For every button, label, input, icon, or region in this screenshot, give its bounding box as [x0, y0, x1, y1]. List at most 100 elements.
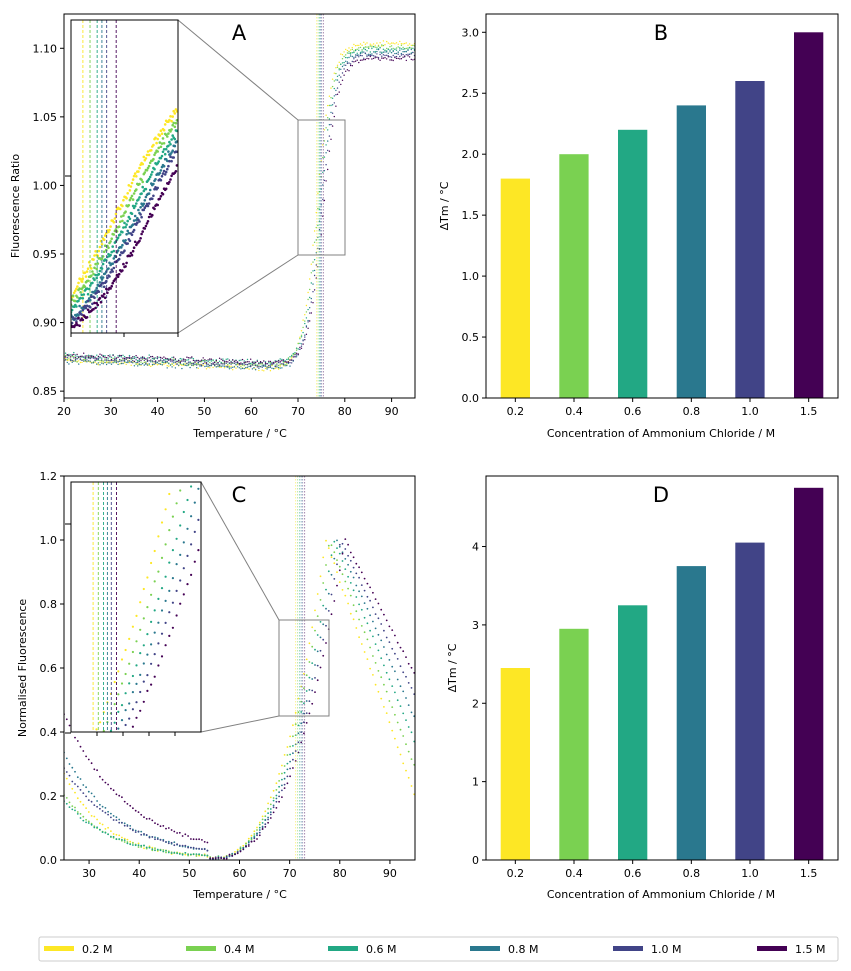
data-point: [150, 361, 152, 363]
data-point: [305, 722, 308, 724]
data-point: [382, 48, 385, 50]
data-point: [135, 359, 137, 361]
data-point: [348, 52, 350, 54]
y-tick-label: 0.2: [40, 790, 58, 803]
data-point: [390, 52, 393, 54]
inset-point: [120, 246, 123, 249]
inset-point: [131, 674, 134, 678]
data-point: [322, 144, 324, 146]
inset-point: [132, 246, 136, 249]
data-point: [87, 354, 90, 356]
data-point: [254, 363, 257, 365]
inset-point: [146, 633, 149, 636]
data-point: [322, 654, 325, 657]
data-point: [245, 845, 247, 848]
data-point: [194, 361, 196, 363]
data-point: [107, 810, 109, 813]
data-point: [190, 846, 192, 849]
data-point: [225, 857, 228, 860]
x-tick: 40: [132, 860, 146, 880]
inset-point: [172, 121, 175, 125]
inset-series: [117, 487, 200, 730]
data-point: [114, 356, 116, 358]
data-point: [277, 360, 280, 362]
data-point: [73, 353, 75, 356]
data-point: [220, 361, 222, 364]
inset-point: [175, 129, 178, 133]
panel-a-ylabel: Fluorescence Ratio: [9, 154, 22, 258]
inset-point: [111, 270, 114, 273]
x-tick: 0.2: [507, 398, 524, 418]
data-point: [87, 822, 90, 824]
data-point: [161, 357, 163, 359]
data-point: [269, 363, 272, 365]
inset-point: [71, 294, 75, 298]
data-point: [383, 664, 385, 667]
data-point: [146, 364, 149, 366]
data-point: [372, 43, 375, 45]
inset-point: [170, 128, 173, 131]
data-point: [220, 358, 222, 360]
data-point: [271, 362, 273, 364]
data-point: [366, 607, 369, 610]
inset-point: [80, 313, 83, 316]
data-point: [264, 361, 267, 363]
inset-point: [88, 777, 90, 779]
data-point: [349, 559, 352, 562]
inset-point: [130, 212, 134, 215]
data-point: [402, 56, 404, 58]
inset-point: [76, 323, 79, 327]
data-point: [300, 334, 303, 336]
inset-point: [190, 573, 193, 577]
inset-point: [168, 118, 171, 122]
inset-point: [170, 159, 173, 163]
data-point: [316, 615, 319, 617]
data-point: [354, 54, 357, 56]
inset-point: [95, 286, 98, 290]
panel-c-scatter-data: [64, 538, 415, 860]
inset-point: [130, 233, 134, 237]
data-point: [388, 659, 391, 661]
data-point: [102, 354, 105, 357]
inset-point: [156, 186, 159, 190]
data-point: [101, 823, 104, 826]
data-point: [181, 835, 184, 837]
data-point: [327, 570, 330, 573]
inset-point: [172, 109, 175, 113]
data-point: [192, 364, 195, 366]
data-point: [316, 664, 319, 667]
data-point: [236, 851, 239, 853]
data-point: [164, 357, 167, 359]
data-point: [112, 815, 115, 817]
inset-series: [95, 492, 171, 731]
inset-point: [70, 812, 72, 814]
data-point: [86, 355, 88, 357]
data-point: [104, 807, 107, 809]
data-point: [371, 53, 373, 55]
data-point: [123, 360, 126, 362]
inset-point: [162, 164, 166, 168]
data-point: [253, 840, 256, 843]
data-point: [282, 363, 285, 365]
inset-point: [99, 738, 101, 740]
inset-point: [75, 287, 78, 291]
data-point: [151, 846, 154, 849]
data-point: [82, 803, 85, 806]
data-point: [235, 367, 237, 369]
data-point: [313, 230, 316, 232]
data-point: [118, 834, 121, 837]
data-point: [397, 53, 399, 55]
data-point: [289, 362, 291, 364]
data-point: [258, 831, 261, 834]
data-point: [352, 566, 355, 569]
data-point: [386, 58, 388, 60]
inset-point: [153, 153, 156, 157]
data-point: [121, 836, 123, 839]
data-point: [126, 842, 129, 845]
data-point: [330, 111, 332, 114]
data-point: [279, 364, 281, 366]
data-point: [309, 312, 311, 314]
data-point: [81, 361, 83, 364]
inset-point: [85, 784, 87, 786]
